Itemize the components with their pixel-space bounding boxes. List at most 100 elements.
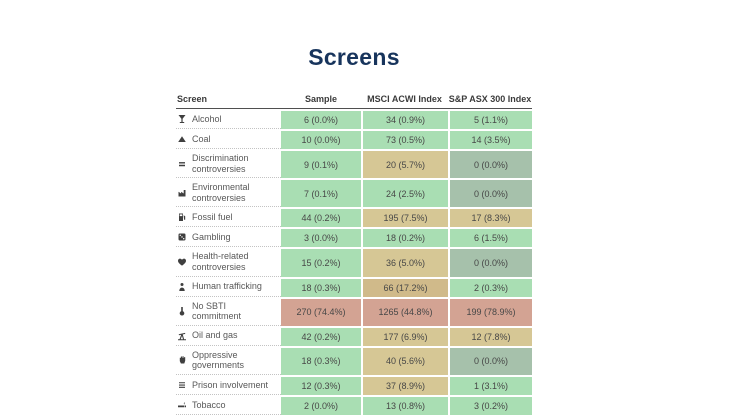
- table-header-row: Screen Sample MSCI ACWI Index S&P ASX 300 I…: [176, 94, 532, 109]
- screen-label-cell: Fossil fuel: [176, 209, 281, 228]
- table-row: Prison involvement 12 (0.3%) 37 (8.9%) 1 (3…: [176, 376, 532, 395]
- value-cell: 20 (5.7%): [361, 150, 448, 179]
- table-row: No SBTI commitment 270 (74.4%) 1265 (44.8%…: [176, 298, 532, 326]
- value-cell: 3 (0.2%): [448, 396, 532, 415]
- value-cell: 66 (17.2%): [361, 278, 448, 297]
- value-cell: 34 (0.9%): [361, 110, 448, 129]
- screens-table: Screen Sample MSCI ACWI Index S&P ASX 300 I…: [176, 94, 532, 415]
- table-row: Health-related controversies 15 (0.2%) 36 …: [176, 249, 532, 277]
- value-cell: 24 (2.5%): [361, 180, 448, 208]
- value-cell: 14 (3.5%): [448, 130, 532, 149]
- value-cell: 10 (0.0%): [281, 130, 361, 149]
- table-row: Environmental controversies 7 (0.1%) 24 (2…: [176, 180, 532, 208]
- value-cell: 1 (3.1%): [448, 376, 532, 395]
- screen-label: No SBTI commitment: [192, 300, 242, 322]
- value-cell: 6 (0.0%): [281, 110, 361, 129]
- table-row: Tobacco 2 (0.0%) 13 (0.8%) 3 (0.2%): [176, 396, 532, 415]
- column-header-2: MSCI ACWI Index: [367, 94, 442, 104]
- screen-label: Tobacco: [192, 399, 226, 410]
- column-header-3: S&P ASX 300 Index: [448, 94, 532, 104]
- table-body: Alcohol 6 (0.0%) 34 (0.9%) 5 (1.1%) Coal 10 (…: [176, 110, 532, 415]
- screen-label-cell: Alcohol: [176, 111, 281, 129]
- table-row: Human trafficking 18 (0.3%) 66 (17.2%) 2 (0…: [176, 278, 532, 297]
- fist-icon: [177, 355, 187, 365]
- value-cell: 177 (6.9%): [361, 327, 448, 346]
- value-cell: 195 (7.5%): [361, 209, 448, 228]
- screen-label: Human trafficking: [192, 281, 262, 292]
- table-row: Coal 10 (0.0%) 73 (0.5%) 14 (3.5%): [176, 130, 532, 149]
- value-cell: 12 (7.8%): [448, 327, 532, 346]
- screen-label-cell: Oil and gas: [176, 328, 281, 346]
- screen-label: Health-related controversies: [192, 251, 249, 272]
- screen-label-cell: Environmental controversies: [176, 180, 281, 208]
- screen-label-cell: No SBTI commitment: [176, 299, 281, 326]
- value-cell: 17 (8.3%): [448, 209, 532, 228]
- value-cell: 13 (0.8%): [361, 396, 448, 415]
- value-cell: 42 (0.2%): [281, 327, 361, 346]
- value-cell: 1265 (44.8%): [361, 298, 448, 326]
- screen-label: Gambling: [192, 232, 231, 243]
- factory-icon: [177, 188, 187, 198]
- table-row: Alcohol 6 (0.0%) 34 (0.9%) 5 (1.1%): [176, 110, 532, 129]
- value-cell: 9 (0.1%): [281, 150, 361, 179]
- screen-label: Prison involvement: [192, 379, 269, 390]
- person-icon: [177, 282, 187, 292]
- prison-bars-icon: [177, 380, 187, 390]
- column-header-1: Sample: [304, 94, 337, 104]
- value-cell: 73 (0.5%): [361, 130, 448, 149]
- cocktail-glass-icon: [177, 114, 187, 124]
- table-row: Fossil fuel 44 (0.2%) 195 (7.5%) 17 (8.3%): [176, 209, 532, 228]
- screen-label-cell: Human trafficking: [176, 279, 281, 297]
- screen-label: Fossil fuel: [192, 212, 233, 223]
- value-cell: 15 (0.2%): [281, 249, 361, 277]
- page-title: Screens: [308, 44, 400, 70]
- value-cell: 12 (0.3%): [281, 376, 361, 395]
- value-cell: 37 (8.9%): [361, 376, 448, 395]
- screen-label-cell: Health-related controversies: [176, 249, 281, 277]
- coal-mound-icon: [177, 134, 187, 144]
- dice-icon: [177, 232, 187, 242]
- scales-icon: [177, 159, 187, 169]
- screen-label: Environmental controversies: [192, 182, 250, 203]
- value-cell: 6 (1.5%): [448, 229, 532, 248]
- screen-label-cell: Oppressive governments: [176, 348, 281, 375]
- table-row: Discrimination controversies 9 (0.1%) 20 (…: [176, 150, 532, 179]
- screen-label-cell: Prison involvement: [176, 377, 281, 395]
- value-cell: 18 (0.3%): [281, 278, 361, 297]
- value-cell: 36 (5.0%): [361, 249, 448, 277]
- screen-label-cell: Discrimination controversies: [176, 151, 281, 179]
- screen-label: Alcohol: [192, 113, 222, 124]
- value-cell: 0 (0.0%): [448, 347, 532, 375]
- screen-label-cell: Gambling: [176, 229, 281, 248]
- screen-label-cell: Tobacco: [176, 397, 281, 415]
- value-cell: 7 (0.1%): [281, 180, 361, 208]
- value-cell: 0 (0.0%): [448, 249, 532, 277]
- value-cell: 0 (0.0%): [448, 150, 532, 179]
- gas-pump-icon: [177, 212, 187, 222]
- value-cell: 18 (0.2%): [361, 229, 448, 248]
- value-cell: 44 (0.2%): [281, 209, 361, 228]
- value-cell: 2 (0.0%): [281, 396, 361, 415]
- table-row: Gambling 3 (0.0%) 18 (0.2%) 6 (1.5%): [176, 229, 532, 248]
- screen-label: Discrimination controversies: [192, 152, 249, 174]
- table-row: Oil and gas 42 (0.2%) 177 (6.9%) 12 (7.8%): [176, 327, 532, 346]
- value-cell: 40 (5.6%): [361, 347, 448, 375]
- cigarette-icon: [177, 400, 187, 410]
- value-cell: 18 (0.3%): [281, 347, 361, 375]
- value-cell: 2 (0.3%): [448, 278, 532, 297]
- value-cell: 199 (78.9%): [448, 298, 532, 326]
- value-cell: 0 (0.0%): [448, 180, 532, 208]
- value-cell: 270 (74.4%): [281, 298, 361, 326]
- thermometer-icon: [177, 306, 187, 316]
- heart-icon: [177, 257, 187, 267]
- screen-label-cell: Coal: [176, 131, 281, 149]
- screen-label: Coal: [192, 133, 211, 144]
- screen-label: Oil and gas: [192, 330, 238, 341]
- column-header-0: Screen: [177, 94, 208, 104]
- oil-pump-icon: [177, 331, 187, 341]
- screen-label: Oppressive governments: [192, 349, 245, 371]
- value-cell: 3 (0.0%): [281, 229, 361, 248]
- value-cell: 5 (1.1%): [448, 110, 532, 129]
- table-row: Oppressive governments 18 (0.3%) 40 (5.6%)…: [176, 347, 532, 375]
